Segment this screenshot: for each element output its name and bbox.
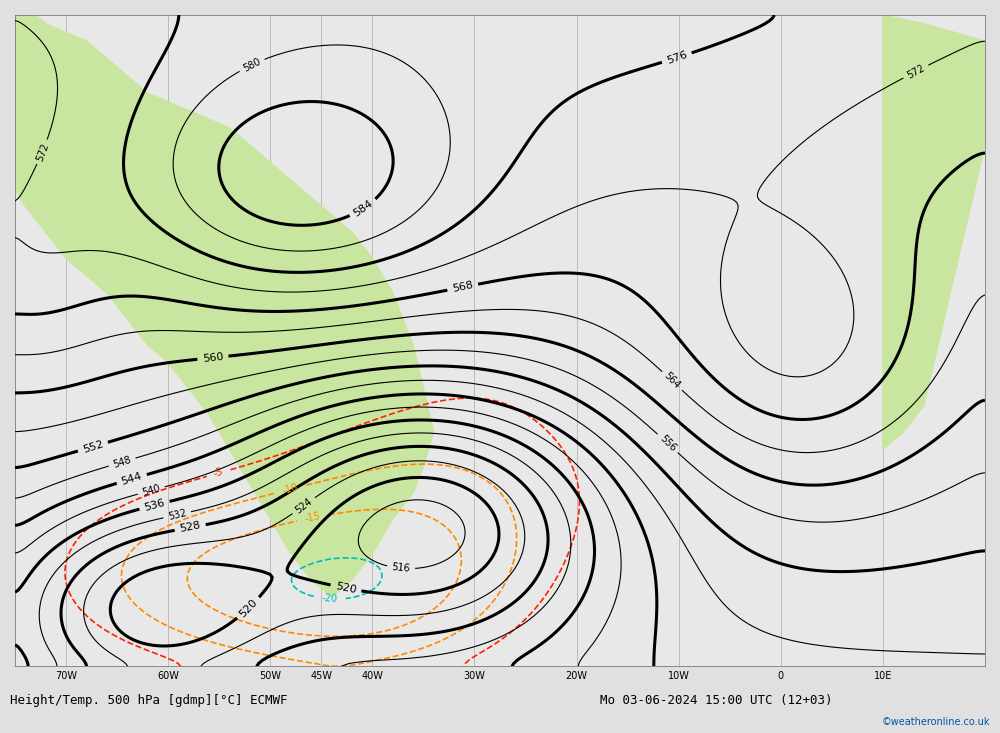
Polygon shape: [15, 15, 434, 597]
Text: 524: 524: [293, 496, 314, 515]
Text: 556: 556: [658, 433, 678, 454]
Text: 544: 544: [120, 471, 143, 487]
Text: 516: 516: [391, 562, 411, 574]
Text: 536: 536: [143, 498, 166, 513]
Text: 528: 528: [179, 520, 202, 534]
Text: -10: -10: [282, 482, 300, 496]
Text: 564: 564: [662, 371, 682, 391]
Text: Mo 03-06-2024 15:00 UTC (12+03): Mo 03-06-2024 15:00 UTC (12+03): [600, 694, 832, 707]
Text: Height/Temp. 500 hPa [gdmp][°C] ECMWF: Height/Temp. 500 hPa [gdmp][°C] ECMWF: [10, 694, 288, 707]
Text: 532: 532: [167, 508, 187, 522]
Text: -5: -5: [213, 467, 225, 479]
Text: 572: 572: [34, 141, 50, 163]
Text: -20: -20: [321, 593, 338, 604]
Text: 580: 580: [241, 56, 262, 73]
Text: 576: 576: [665, 50, 688, 66]
Text: 552: 552: [81, 439, 104, 454]
Text: 548: 548: [112, 454, 132, 470]
Text: ©weatheronline.co.uk: ©weatheronline.co.uk: [882, 717, 990, 727]
Text: 540: 540: [141, 483, 162, 498]
Text: -15: -15: [304, 511, 322, 524]
Text: 572: 572: [905, 62, 926, 81]
Polygon shape: [883, 15, 985, 449]
Text: 568: 568: [451, 280, 474, 294]
Text: 520: 520: [238, 597, 260, 619]
Text: 584: 584: [352, 198, 375, 218]
Text: 520: 520: [335, 581, 357, 595]
Text: 560: 560: [202, 352, 224, 364]
